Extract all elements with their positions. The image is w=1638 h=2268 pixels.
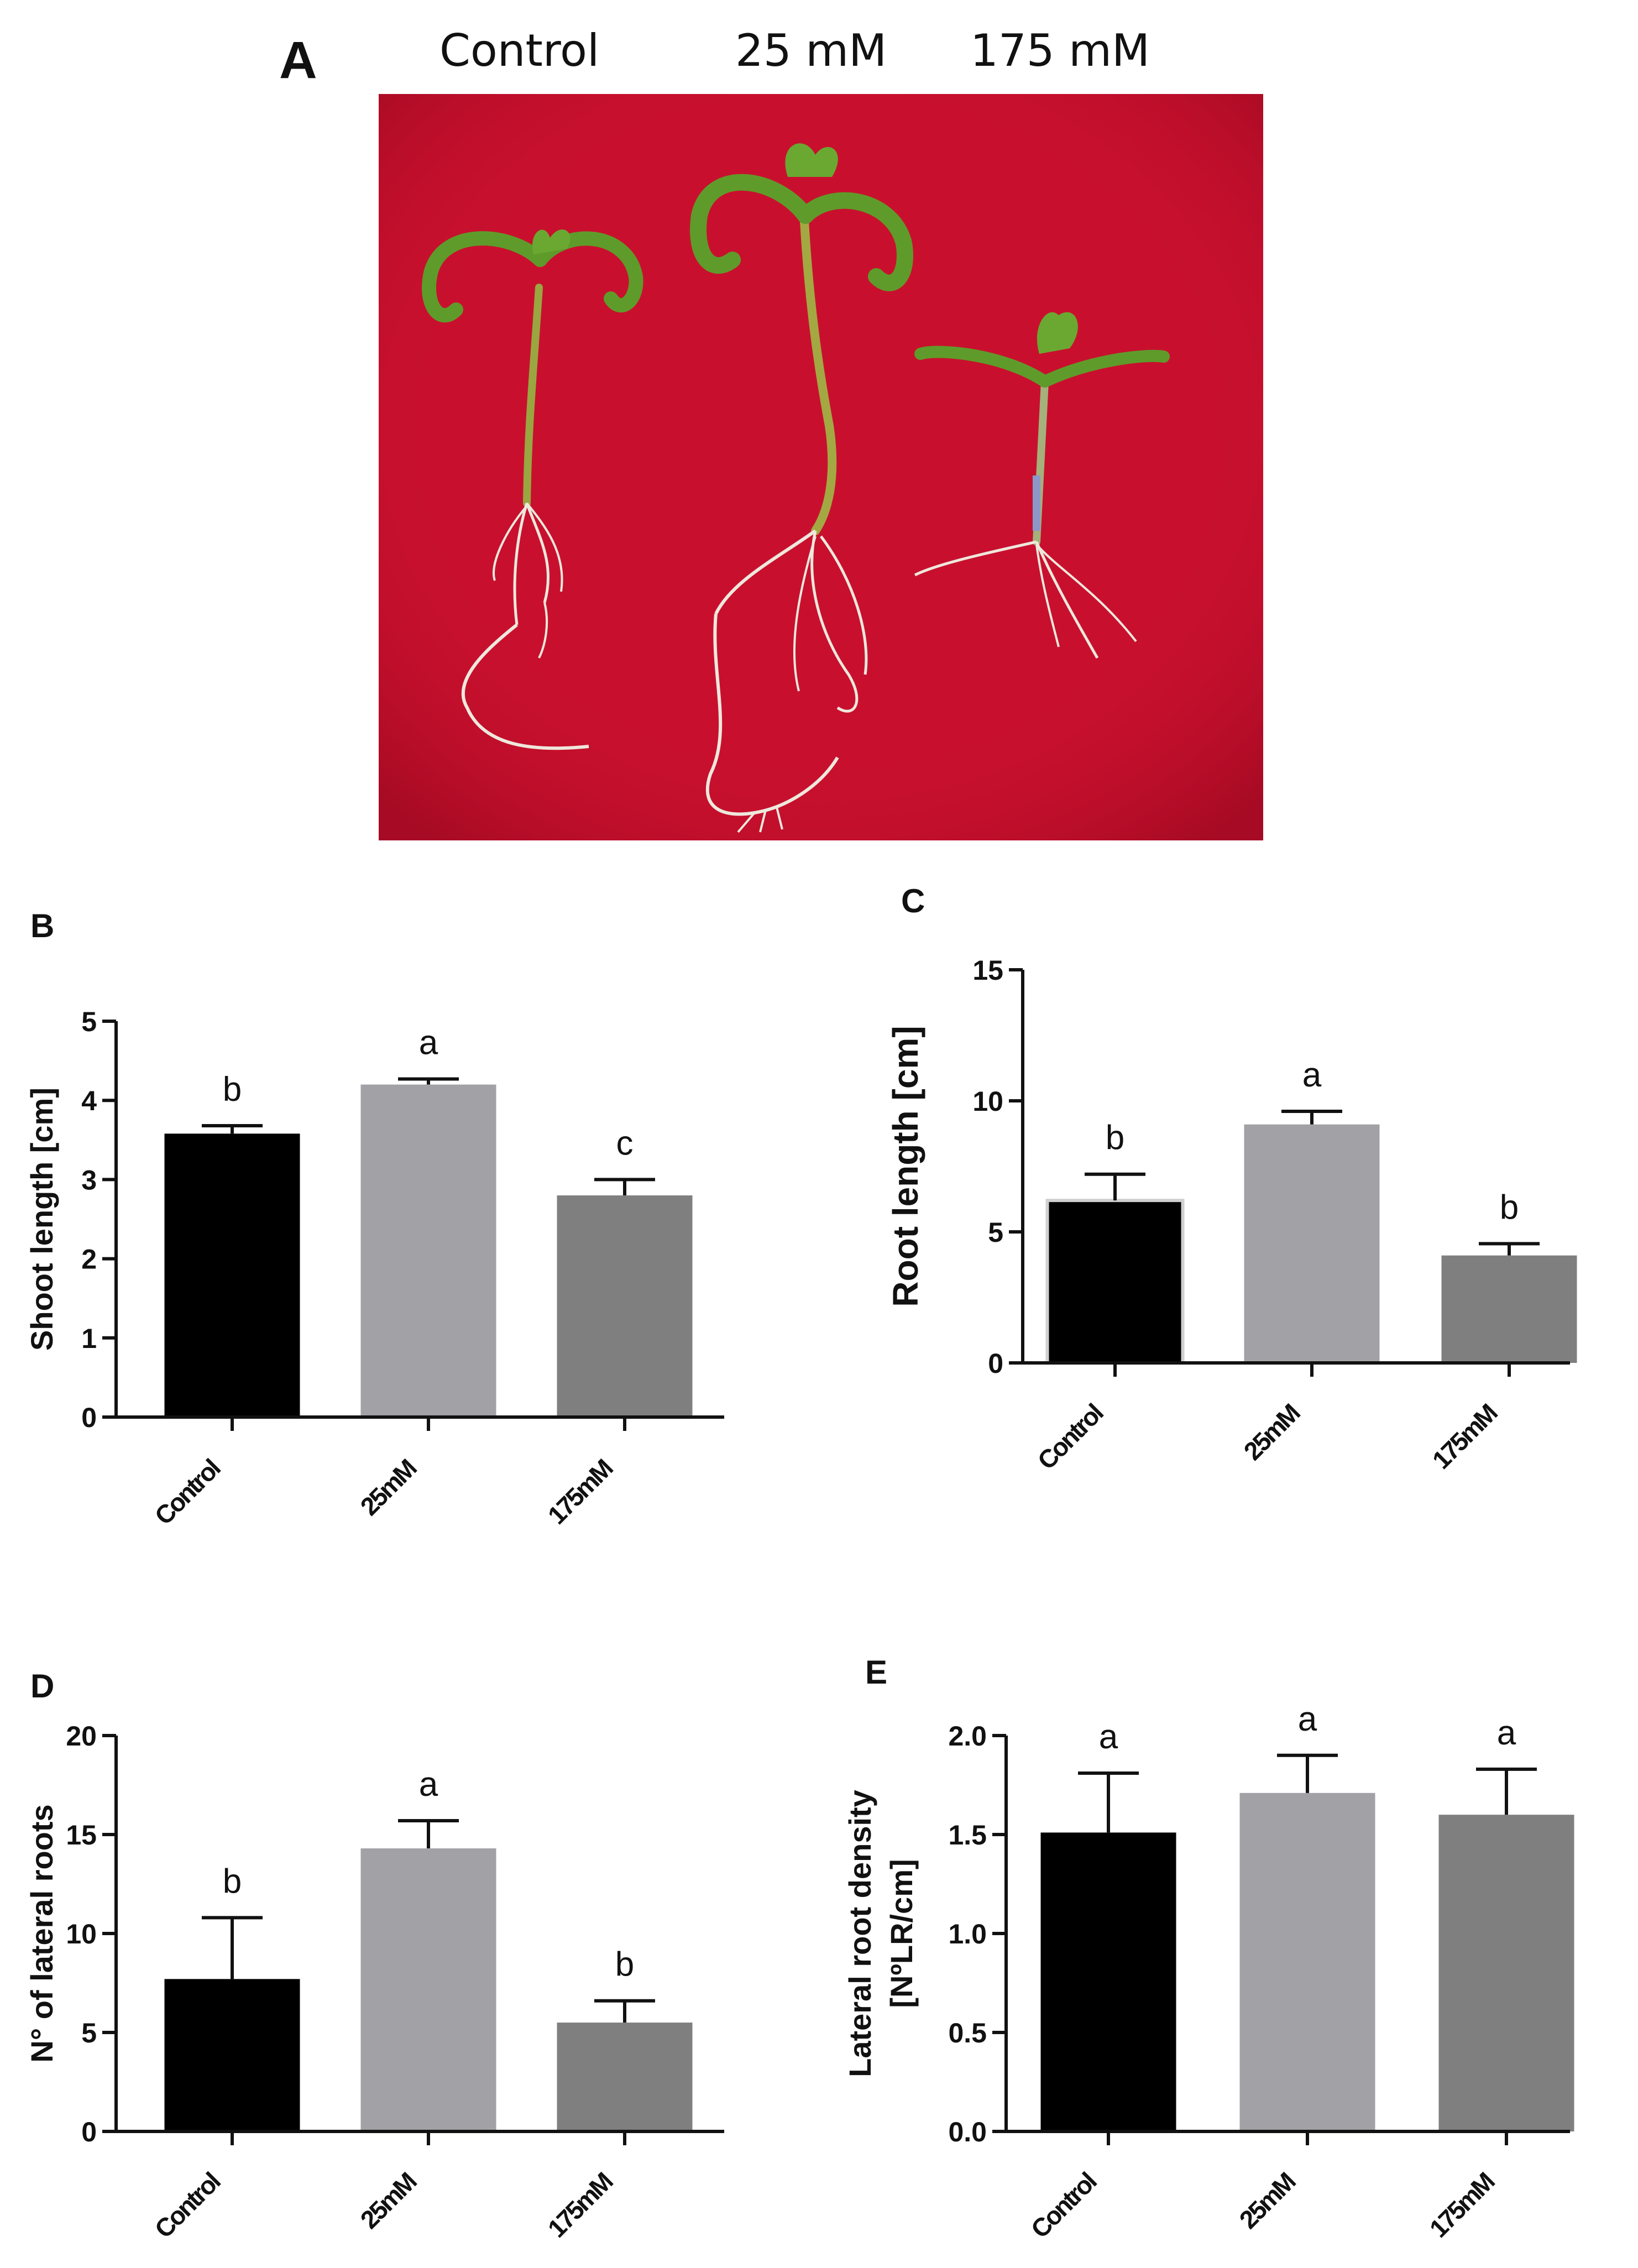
photo-label-175mm: 175 mM bbox=[970, 25, 1150, 76]
y-tick-label: 0.0 bbox=[948, 2117, 987, 2147]
bar-25mm bbox=[1239, 1793, 1375, 2131]
significance-label: a bbox=[419, 1765, 438, 1804]
y-tick-label: 0 bbox=[81, 1402, 97, 1433]
y-tick-label: 3 bbox=[81, 1164, 97, 1195]
significance-label: b bbox=[223, 1862, 242, 1900]
seedling-photo bbox=[379, 94, 1263, 840]
y-axis-label: Root length [cm] bbox=[886, 1026, 925, 1307]
y-tick-label: 5 bbox=[81, 1006, 97, 1037]
panel-letter-c: C bbox=[901, 882, 925, 919]
y-tick-label: 1 bbox=[81, 1323, 97, 1354]
bar-175mm bbox=[1438, 1815, 1574, 2131]
panel-letter-b: B bbox=[30, 907, 55, 944]
y-tick-label: 5 bbox=[988, 1217, 1003, 1248]
y-tick-label: 0 bbox=[81, 2117, 97, 2147]
bar-control bbox=[1040, 1832, 1176, 2131]
significance-label: b bbox=[223, 1070, 242, 1109]
bar-control bbox=[1045, 1199, 1185, 1365]
y-tick-label: 5 bbox=[81, 2018, 97, 2048]
significance-label: a bbox=[1298, 1700, 1317, 1738]
significance-label: b bbox=[1106, 1119, 1124, 1157]
y-tick-label: 0 bbox=[988, 1348, 1003, 1379]
significance-label: b bbox=[615, 1946, 634, 1984]
y-tick-label: 20 bbox=[66, 1721, 97, 1752]
panel-letter-e: E bbox=[865, 1654, 888, 1691]
y-axis-label: Lateral root density bbox=[842, 1790, 877, 2077]
y-axis-label: [NºLR/cm] bbox=[884, 1859, 919, 2008]
significance-label: a bbox=[1497, 1714, 1516, 1752]
y-axis-label: N° of lateral roots bbox=[24, 1804, 59, 2062]
y-tick-label: 15 bbox=[66, 1820, 97, 1851]
panel-letter-d: D bbox=[30, 1668, 55, 1705]
seedling-25mm bbox=[690, 143, 913, 833]
y-tick-label: 0.5 bbox=[948, 2018, 987, 2048]
bar-control bbox=[164, 1979, 300, 2131]
bar-25mm bbox=[360, 1848, 496, 2131]
y-tick-label: 1.5 bbox=[948, 1820, 987, 1851]
bar-175mm bbox=[557, 2023, 693, 2131]
bar-25mm bbox=[360, 1084, 496, 1417]
significance-label: b bbox=[1500, 1188, 1519, 1226]
bar-25mm bbox=[1244, 1124, 1380, 1363]
photo-label-25mm: 25 mM bbox=[735, 25, 887, 76]
y-tick-label: 2 bbox=[81, 1244, 97, 1275]
y-axis-label: Shoot length [cm] bbox=[24, 1088, 59, 1351]
panel-letter-a: A bbox=[279, 31, 317, 90]
y-tick-label: 1.0 bbox=[948, 1919, 987, 1950]
seedling-175mm bbox=[914, 312, 1170, 659]
bar-175mm bbox=[1441, 1255, 1577, 1363]
bar-175mm bbox=[557, 1195, 693, 1417]
significance-label: a bbox=[1099, 1718, 1118, 1756]
x-tick-label-175mm: 175mM bbox=[1424, 2167, 1500, 2243]
y-tick-label: 10 bbox=[972, 1086, 1003, 1117]
x-tick-label-control: Control bbox=[1025, 2167, 1102, 2244]
seedling-control bbox=[422, 229, 643, 750]
y-tick-label: 15 bbox=[972, 955, 1003, 986]
significance-label: a bbox=[1302, 1056, 1322, 1094]
bar-control bbox=[164, 1133, 300, 1417]
x-tick-label-25mm: 25mM bbox=[1234, 2167, 1301, 2234]
significance-label: a bbox=[419, 1024, 438, 1062]
y-tick-label: 2.0 bbox=[948, 1721, 987, 1752]
y-tick-label: 10 bbox=[66, 1919, 97, 1950]
y-tick-label: 4 bbox=[81, 1085, 97, 1116]
photo-label-control: Control bbox=[439, 25, 600, 76]
significance-label: c bbox=[616, 1124, 634, 1162]
